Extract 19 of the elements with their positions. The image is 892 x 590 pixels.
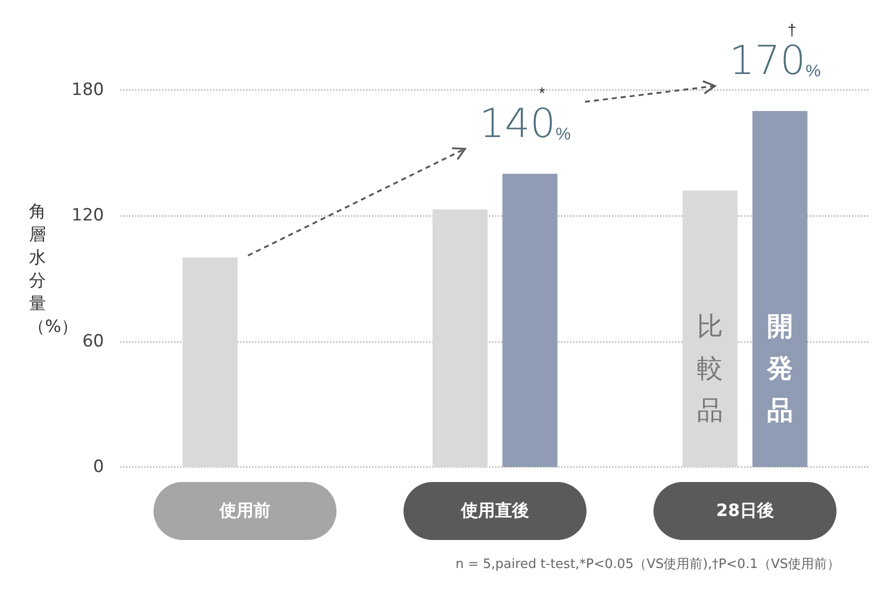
text: † — [788, 22, 796, 40]
bar — [502, 174, 558, 467]
bar — [752, 110, 808, 467]
text: 170% — [729, 38, 821, 84]
x-tick-label: 28日後 — [716, 501, 774, 521]
bar — [682, 190, 738, 467]
x-tick-label: 使用前 — [218, 501, 270, 521]
y-tick-label: 0 — [93, 457, 104, 477]
annotation: 140% — [479, 100, 571, 147]
y-tick-label: 60 — [82, 331, 104, 352]
y-tick-label: 120 — [72, 206, 104, 226]
bar — [182, 258, 238, 467]
annotation: * — [538, 85, 546, 102]
text: n = 5,paired t-test,*P<0.05（VS使用前),†P<0.1（VS使用前） — [455, 557, 840, 572]
bar — [432, 209, 488, 467]
x-tick-label: 使用直後 — [460, 501, 529, 521]
series-label: 比較品 — [697, 312, 724, 426]
y-tick-label: 180 — [72, 80, 104, 100]
series-label: 開発品 — [766, 312, 793, 426]
